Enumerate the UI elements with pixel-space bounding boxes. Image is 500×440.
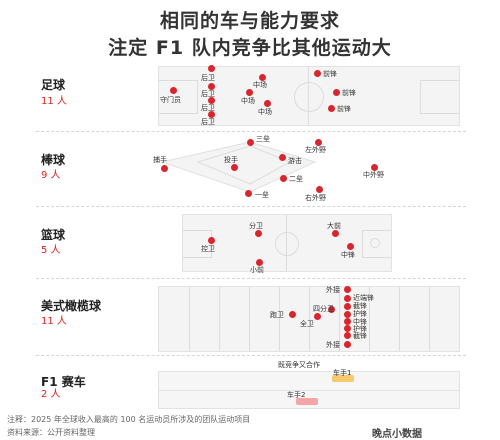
- basketball-court: [182, 214, 392, 272]
- divider: [36, 206, 466, 207]
- main-title-line1: 相同的车与能力要求: [159, 10, 340, 32]
- main-title-line2: 注定 F1 队内竞争比其他运动大: [108, 37, 392, 59]
- divider: [36, 278, 466, 279]
- car-2: [296, 398, 318, 405]
- soccer-name: 足球: [41, 78, 66, 92]
- divider: [36, 355, 466, 356]
- footer-source: 资料来源：公开资料整理: [7, 428, 95, 437]
- footer-note: 注释：2025 年全球收入最高的 100 名运动员所涉及的团队运动项目: [7, 415, 251, 424]
- soccer-count: 11 人: [41, 96, 67, 107]
- car-1: [332, 375, 354, 382]
- f1-name: F1 赛车: [41, 375, 86, 389]
- brand-logo: 晚点小数据: [372, 429, 422, 440]
- baseball-name: 棒球: [41, 153, 66, 167]
- basketball-name: 篮球: [41, 228, 66, 242]
- f1-relation: 既竞争又合作: [278, 361, 320, 369]
- football-count: 11 人: [41, 316, 67, 327]
- football-field: [158, 286, 460, 352]
- baseball-diamond: [160, 141, 317, 193]
- f1-count: 2 人: [41, 389, 61, 400]
- baseball-count: 9 人: [41, 170, 61, 181]
- basketball-count: 5 人: [41, 245, 61, 256]
- divider: [36, 131, 466, 132]
- football-name: 美式橄榄球: [41, 299, 102, 313]
